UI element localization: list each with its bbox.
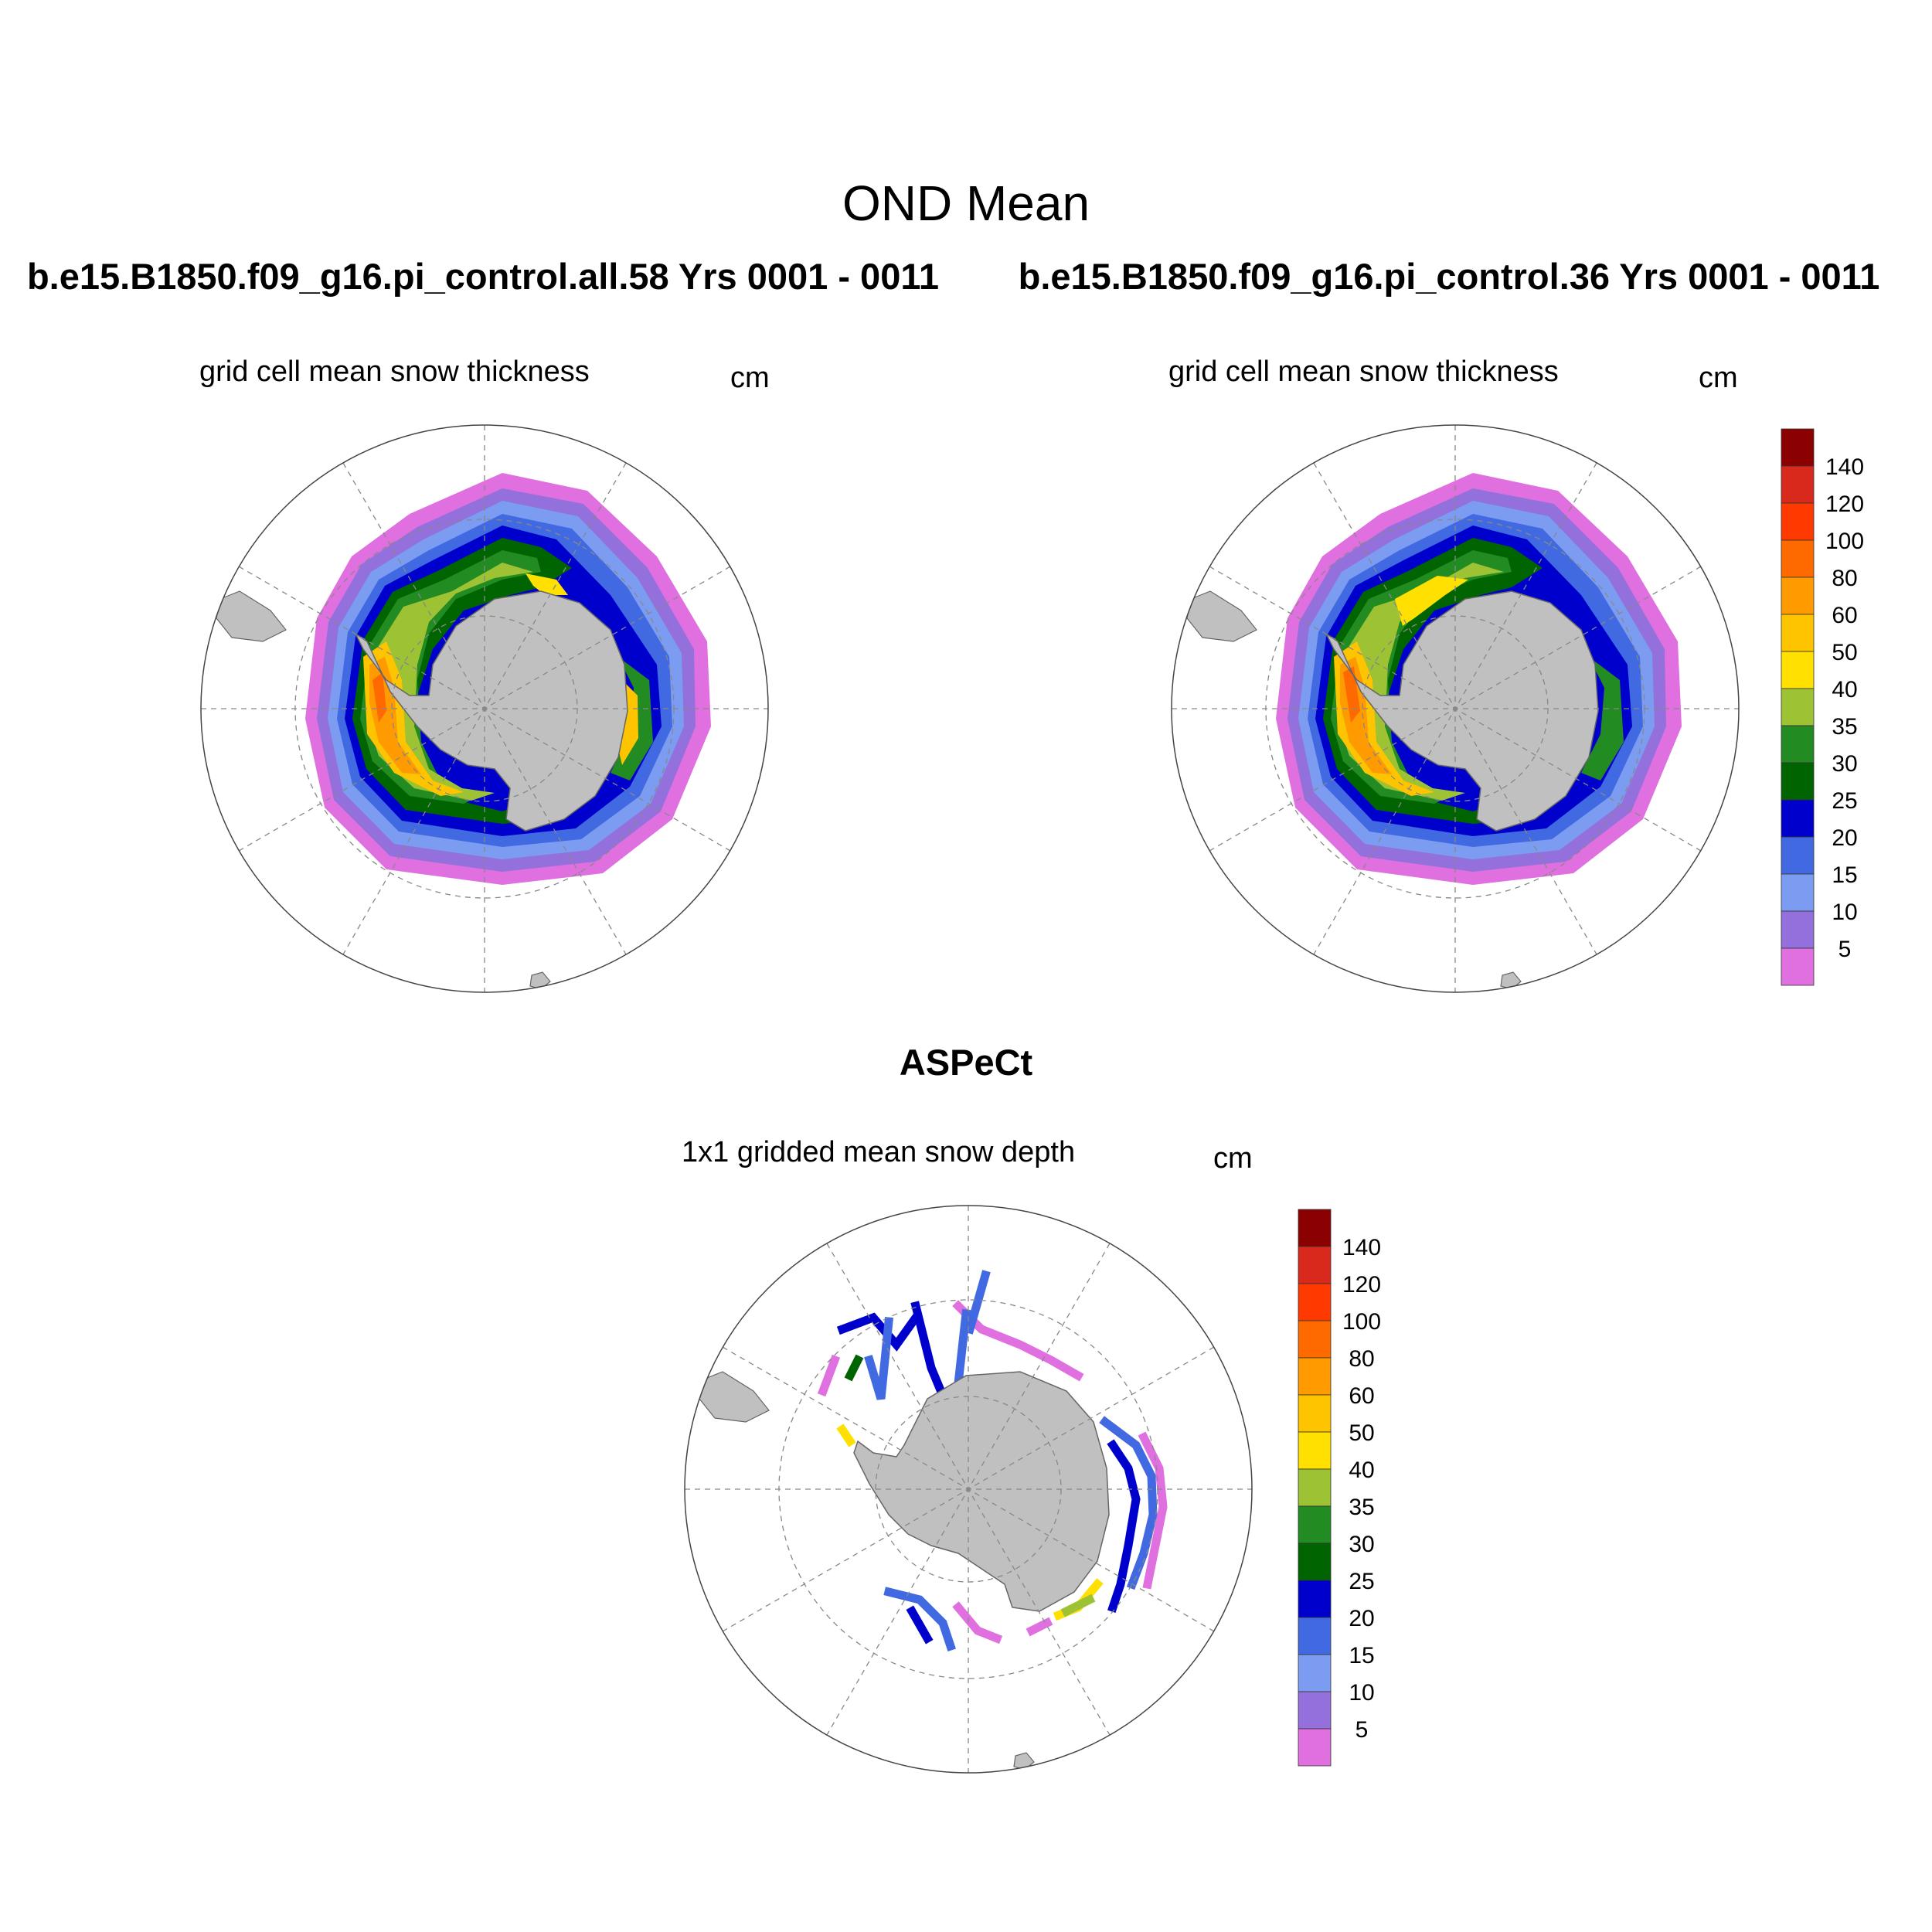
- south-america-land: [216, 590, 287, 642]
- colorbar-box: [1781, 947, 1815, 986]
- south-america-land: [1186, 590, 1257, 642]
- colorbar-tick-label: 40: [1832, 677, 1857, 702]
- colorbar-box: [1781, 688, 1815, 726]
- colorbar-tick-label: 60: [1349, 1383, 1374, 1409]
- colorbar-tick-label: 100: [1342, 1309, 1381, 1335]
- colorbar-tick-label: 20: [1832, 825, 1857, 851]
- colorbar-tick-label: 35: [1349, 1495, 1374, 1520]
- map-boundary: [684, 1205, 1253, 1774]
- colorbar-bottom: 140 120 100 80 60 50 40 35 30 25 20 15 10 5: [1298, 1209, 1381, 1767]
- colorbar-tick-label: 60: [1832, 603, 1857, 628]
- colorbar-box: [1298, 1654, 1332, 1692]
- colorbar-box: [1781, 836, 1815, 875]
- colorbar-tick-label: 15: [1832, 862, 1857, 888]
- colorbar-tick-label: 40: [1349, 1458, 1374, 1483]
- colorbar-tick-label: 35: [1832, 714, 1857, 740]
- colorbar-box: [1298, 1617, 1332, 1655]
- map-boundary: [200, 424, 769, 993]
- colorbar-box: [1298, 1320, 1332, 1359]
- colorbar-tick-label: 100: [1825, 529, 1864, 554]
- colorbar-box: [1781, 799, 1815, 838]
- colorbar-tick-label: 140: [1825, 454, 1864, 480]
- colorbar-box: [1298, 1431, 1332, 1470]
- case-title-left: b.e15.B1850.f09_g16.pi_control.all.58 Yr…: [26, 256, 940, 297]
- colorbar-tick-label: 5: [1355, 1717, 1369, 1743]
- colorbar-box: [1781, 539, 1815, 578]
- colorbar-box: [1781, 465, 1815, 504]
- colorbar-box: [1298, 1246, 1332, 1284]
- colorbar-tick-label: 50: [1349, 1420, 1374, 1446]
- panel-3-label: 1x1 gridded mean snow depth: [682, 1136, 1076, 1168]
- obs-title: ASPeCt: [899, 1042, 1033, 1083]
- panel-2-unit: cm: [1699, 362, 1738, 394]
- colorbar-box: [1781, 651, 1815, 689]
- colorbar-tick-label: 80: [1349, 1346, 1374, 1372]
- colorbar-box: [1781, 762, 1815, 801]
- map-boundary: [1171, 424, 1740, 993]
- colorbar-tick-label: 20: [1349, 1606, 1374, 1631]
- panel-3-unit: cm: [1213, 1142, 1253, 1175]
- colorbar-box: [1298, 1505, 1332, 1544]
- colorbar-box: [1781, 614, 1815, 652]
- colorbar-tick-label: 10: [1349, 1680, 1374, 1706]
- map-panel-2: [1171, 424, 1740, 993]
- colorbar-box: [1781, 910, 1815, 949]
- map-graticule: [685, 1206, 1252, 1773]
- map-graticule: [1172, 425, 1739, 992]
- colorbar-tick-label: 140: [1342, 1235, 1381, 1260]
- colorbar-tick-label: 30: [1832, 751, 1857, 777]
- colorbar-box: [1298, 1543, 1332, 1581]
- colorbar-box: [1298, 1468, 1332, 1507]
- colorbar-box: [1781, 502, 1815, 541]
- colorbar-box: [1298, 1209, 1332, 1247]
- colorbar-box: [1298, 1283, 1332, 1321]
- colorbar-tick-label: 5: [1838, 937, 1852, 962]
- colorbar-top: 140 120 100 80 60 50 40 35 30 25 20 15 10 5: [1781, 428, 1864, 986]
- colorbar-tick-label: 50: [1832, 640, 1857, 665]
- colorbar-tick-label: 25: [1349, 1569, 1374, 1594]
- antarctica-land: [1325, 590, 1599, 832]
- map-panel-1: [200, 424, 769, 993]
- colorbar-box: [1781, 725, 1815, 764]
- colorbar-box: [1781, 577, 1815, 615]
- colorbar-box: [1298, 1394, 1332, 1433]
- page-title: OND Mean: [842, 175, 1090, 231]
- colorbar-box: [1298, 1728, 1332, 1767]
- colorbar-tick-label: 80: [1832, 566, 1857, 591]
- panel-1-label: grid cell mean snow thickness: [199, 355, 590, 388]
- map-panel-3: [684, 1205, 1253, 1774]
- panel-1-unit: cm: [730, 362, 770, 394]
- antarctica-land: [354, 590, 628, 832]
- colorbar-tick-label: 30: [1349, 1532, 1374, 1557]
- colorbar-box: [1781, 428, 1815, 467]
- antarctica-land: [853, 1371, 1110, 1612]
- colorbar-box: [1781, 873, 1815, 912]
- colorbar-box: [1298, 1691, 1332, 1730]
- case-title-right: b.e15.B1850.f09_g16.pi_control.36 Yrs 00…: [1018, 256, 1880, 297]
- colorbar-tick-label: 25: [1832, 788, 1857, 814]
- colorbar-tick-label: 120: [1342, 1272, 1381, 1298]
- panel-2-label: grid cell mean snow thickness: [1168, 355, 1559, 388]
- colorbar-box: [1298, 1357, 1332, 1396]
- colorbar-tick-label: 15: [1349, 1643, 1374, 1668]
- colorbar-tick-label: 10: [1832, 900, 1857, 925]
- colorbar-tick-label: 120: [1825, 492, 1864, 517]
- map-graticule: [201, 425, 768, 992]
- south-america-land: [699, 1371, 770, 1423]
- colorbar-box: [1298, 1580, 1332, 1618]
